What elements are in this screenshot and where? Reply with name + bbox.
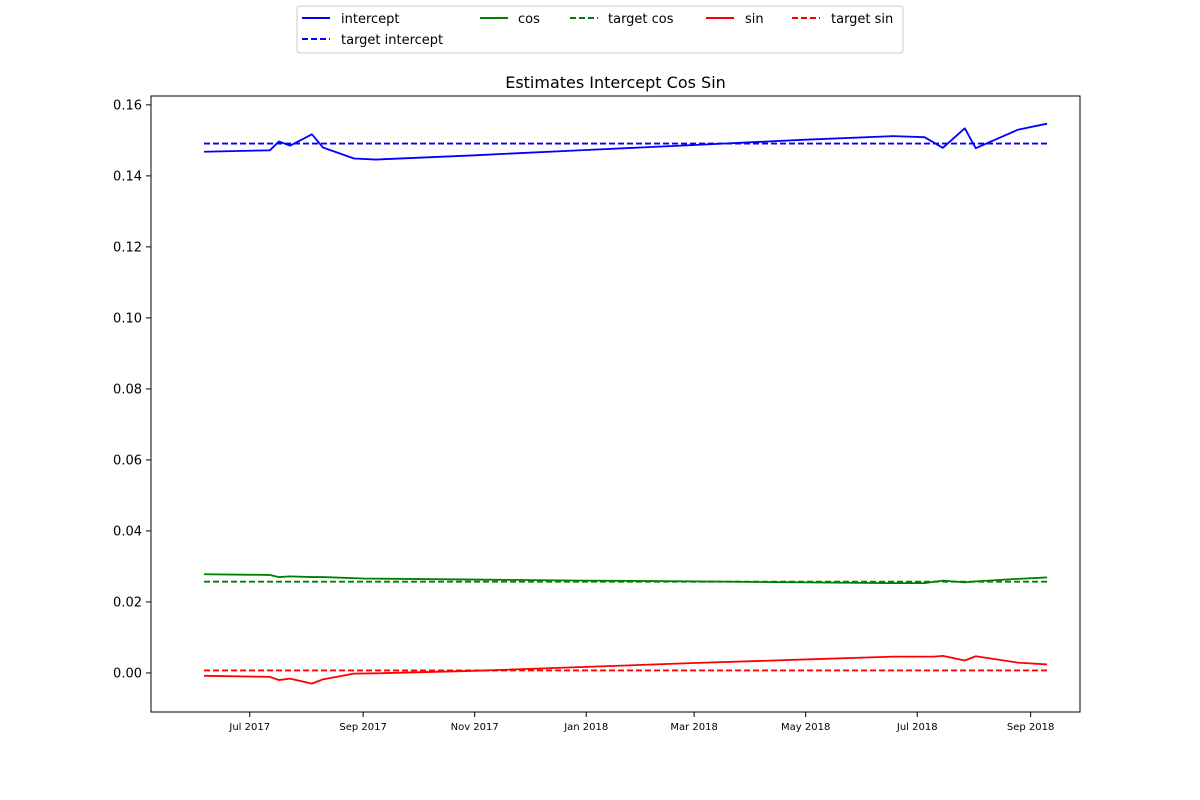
legend-label: intercept [341, 12, 400, 27]
y-tick-label: 0.10 [113, 311, 142, 326]
legend-item-cos: cos [480, 12, 540, 27]
legend-label: target cos [608, 12, 674, 27]
x-tick-label: Sep 2017 [339, 722, 386, 733]
legend-item-intercept: intercept [302, 12, 400, 27]
legend: intercept cos target cos sin target sin … [296, 5, 904, 54]
y-tick-label: 0.16 [113, 98, 142, 113]
legend-item-sin: sin [706, 12, 764, 27]
plot-area-frame [150, 95, 1081, 713]
legend-item-target-cos: target cos [570, 12, 674, 27]
y-tick-label: 0.00 [113, 666, 142, 681]
y-tick-label: 0.12 [113, 240, 142, 255]
x-tick-label: Nov 2017 [451, 722, 499, 733]
x-tick-label: Jul 2018 [896, 722, 938, 733]
legend-label: target sin [831, 12, 893, 27]
x-tick-label: Mar 2018 [670, 722, 718, 733]
series-layer [204, 122, 1048, 685]
legend-label: target intercept [341, 33, 443, 48]
series-line-sin [204, 655, 1048, 685]
series-line-intercept [204, 122, 1048, 161]
y-tick-label: 0.08 [113, 382, 142, 397]
x-tick-label: Jan 2018 [563, 722, 608, 733]
legend-item-target-sin: target sin [792, 12, 893, 27]
x-axis: Jul 2017 Sep 2017 Nov 2017 Jan 2018 Mar 2018… [228, 712, 1054, 733]
x-tick-label: Sep 2018 [1007, 722, 1054, 733]
chart-title: Estimates Intercept Cos Sin [505, 73, 726, 92]
legend-label: sin [745, 12, 764, 27]
y-axis: 0.00 0.02 0.04 0.06 0.08 0.10 0.12 0.14 0.16 [113, 98, 151, 681]
y-tick-label: 0.06 [113, 453, 142, 468]
y-tick-label: 0.14 [113, 169, 142, 184]
y-tick-label: 0.02 [113, 595, 142, 610]
x-tick-label: Jul 2017 [228, 722, 270, 733]
y-tick-label: 0.04 [113, 524, 142, 539]
legend-label: cos [518, 12, 540, 27]
legend-item-target-intercept: target intercept [302, 33, 443, 48]
legend-frame [296, 5, 904, 54]
x-tick-label: May 2018 [781, 722, 830, 733]
